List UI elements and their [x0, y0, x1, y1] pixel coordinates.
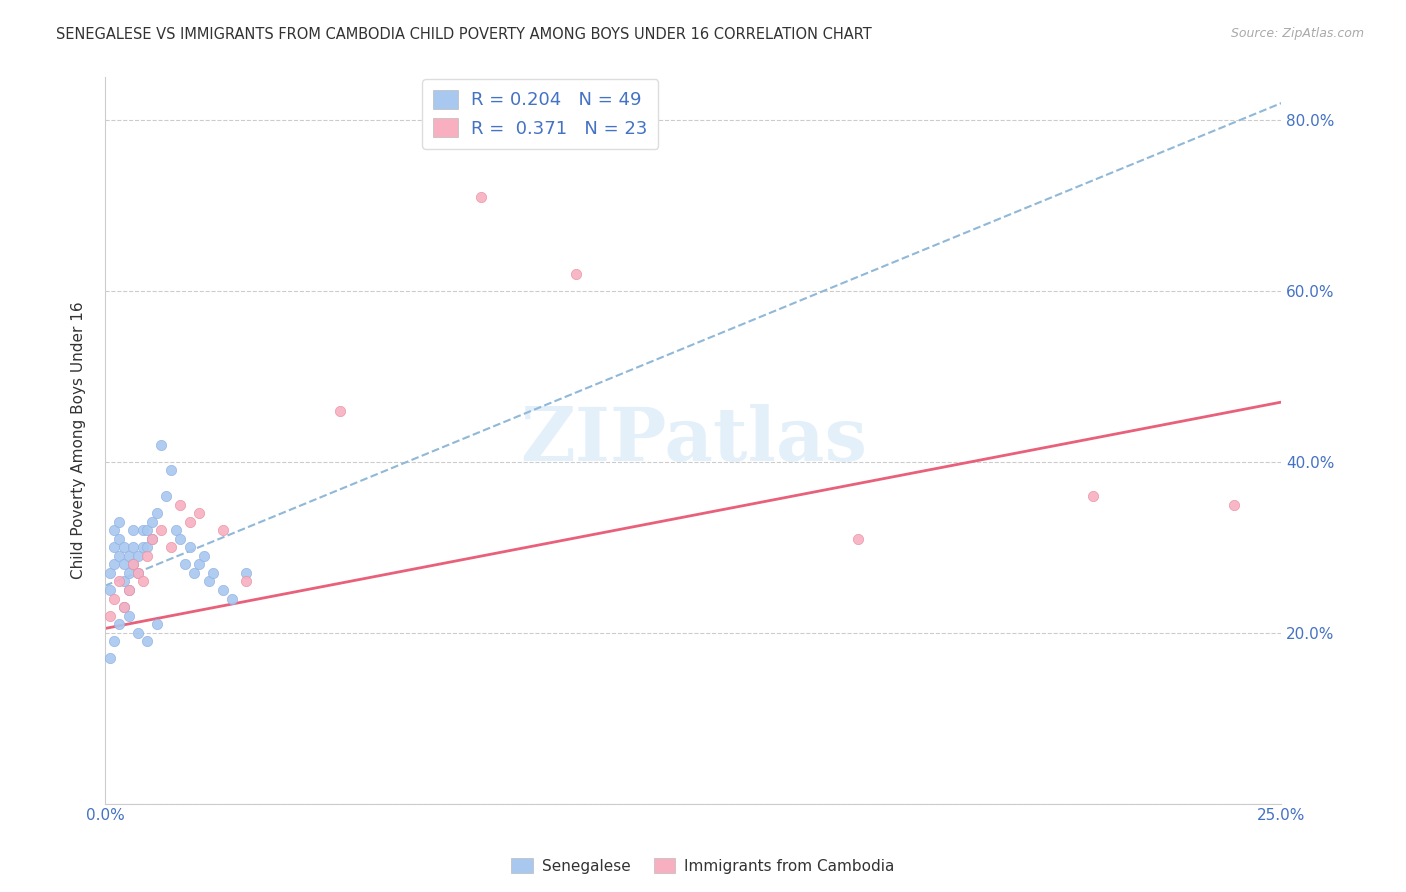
Text: Source: ZipAtlas.com: Source: ZipAtlas.com — [1230, 27, 1364, 40]
Point — [197, 574, 219, 589]
Point — [165, 523, 187, 537]
Point — [112, 600, 135, 615]
Point — [131, 523, 153, 537]
Point — [235, 574, 257, 589]
Point — [98, 582, 121, 597]
Point — [103, 523, 125, 537]
Point — [103, 634, 125, 648]
Point — [150, 523, 173, 537]
Point — [141, 532, 163, 546]
Point — [112, 574, 135, 589]
Point — [188, 558, 211, 572]
Point — [108, 515, 131, 529]
Point — [183, 566, 205, 580]
Point — [179, 515, 201, 529]
Point — [122, 558, 145, 572]
Point — [211, 523, 233, 537]
Point — [179, 541, 201, 555]
Point — [108, 617, 131, 632]
Point — [141, 515, 163, 529]
Point — [122, 523, 145, 537]
Point — [112, 558, 135, 572]
Point — [136, 549, 159, 563]
Point — [160, 463, 183, 477]
Point — [136, 541, 159, 555]
Point — [150, 438, 173, 452]
Point — [103, 591, 125, 606]
Point — [160, 541, 183, 555]
Point — [145, 617, 167, 632]
Point — [131, 541, 153, 555]
Point — [122, 558, 145, 572]
Point — [98, 608, 121, 623]
Point — [136, 634, 159, 648]
Point — [145, 506, 167, 520]
Point — [188, 506, 211, 520]
Point — [235, 566, 257, 580]
Point — [127, 549, 149, 563]
Point — [221, 591, 243, 606]
Point — [117, 582, 139, 597]
Point — [169, 498, 191, 512]
Point — [112, 600, 135, 615]
Point — [98, 566, 121, 580]
Point — [329, 403, 352, 417]
Point — [193, 549, 215, 563]
Point — [112, 541, 135, 555]
Point — [117, 566, 139, 580]
Point — [127, 566, 149, 580]
Point — [108, 532, 131, 546]
Y-axis label: Child Poverty Among Boys Under 16: Child Poverty Among Boys Under 16 — [72, 301, 86, 579]
Point — [169, 532, 191, 546]
Point — [103, 541, 125, 555]
Point — [564, 267, 586, 281]
Point — [108, 574, 131, 589]
Point — [98, 651, 121, 665]
Point — [846, 532, 869, 546]
Point — [211, 582, 233, 597]
Point — [117, 549, 139, 563]
Point — [117, 608, 139, 623]
Legend: Senegalese, Immigrants from Cambodia: Senegalese, Immigrants from Cambodia — [505, 852, 901, 880]
Point — [117, 582, 139, 597]
Point — [122, 541, 145, 555]
Point — [174, 558, 197, 572]
Legend: R = 0.204   N = 49, R =  0.371   N = 23: R = 0.204 N = 49, R = 0.371 N = 23 — [422, 79, 658, 149]
Point — [470, 190, 492, 204]
Point — [103, 558, 125, 572]
Text: ZIPatlas: ZIPatlas — [520, 404, 866, 477]
Text: SENEGALESE VS IMMIGRANTS FROM CAMBODIA CHILD POVERTY AMONG BOYS UNDER 16 CORRELA: SENEGALESE VS IMMIGRANTS FROM CAMBODIA C… — [56, 27, 872, 42]
Point — [155, 489, 177, 503]
Point — [127, 566, 149, 580]
Point — [108, 549, 131, 563]
Point — [131, 574, 153, 589]
Point — [202, 566, 225, 580]
Point — [141, 532, 163, 546]
Point — [1083, 489, 1105, 503]
Point — [127, 625, 149, 640]
Point — [136, 523, 159, 537]
Point — [1223, 498, 1246, 512]
